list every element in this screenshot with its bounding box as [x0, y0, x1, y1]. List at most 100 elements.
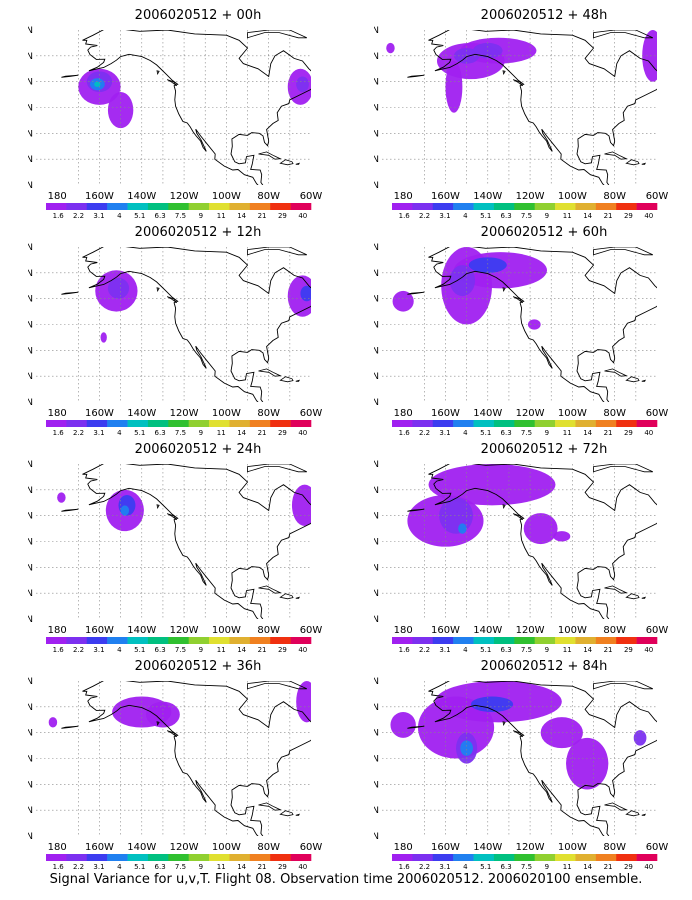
- scale-swatch: [493, 854, 515, 861]
- scale-label: 14: [583, 429, 592, 437]
- scale-swatch: [127, 637, 149, 644]
- scale-label: 1.6: [399, 429, 411, 437]
- scale-label: 2.2: [419, 212, 430, 220]
- variance-map: 70N 60N 50N 40N 30N 20N 10N 180 160W 140W 120W 100W…: [374, 243, 668, 437]
- scale-label: 11: [563, 863, 572, 871]
- latitude-label: 20N: [28, 155, 33, 165]
- scale-swatch: [127, 854, 149, 861]
- scale-label: 5.1: [480, 429, 491, 437]
- scale-label: 3.1: [93, 646, 104, 654]
- scale-swatch: [107, 637, 128, 644]
- scale-swatch: [270, 637, 291, 644]
- scale-label: 5.1: [134, 646, 145, 654]
- scale-swatch: [392, 420, 413, 427]
- scale-label: 21: [604, 212, 613, 220]
- scale-swatch: [107, 854, 128, 861]
- figure-caption: Signal Variance for u,v,T. Flight 08. Ob…: [49, 872, 643, 887]
- latitude-label: 10N: [374, 398, 379, 408]
- scale-label: 2.2: [73, 212, 84, 220]
- scale-label: 11: [217, 863, 226, 871]
- scale-label: 21: [258, 429, 267, 437]
- variance-contour: [523, 513, 558, 545]
- longitude-label: 100W: [558, 625, 587, 636]
- scale-swatch: [188, 637, 210, 644]
- scale-label: 40: [644, 212, 653, 220]
- longitude-label: 80W: [603, 408, 626, 419]
- variance-map: 70N 60N 50N 40N 30N 20N 10N 180 160W 140W 120W 100W…: [28, 677, 322, 871]
- scale-label: 2.2: [419, 646, 430, 654]
- scale-label: 11: [563, 429, 572, 437]
- longitude-label: 100W: [558, 191, 587, 202]
- scale-label: 14: [583, 863, 592, 871]
- latitude-label: 70N: [374, 460, 379, 470]
- scale-label: 11: [217, 429, 226, 437]
- scale-swatch: [127, 203, 149, 210]
- latitude-label: 20N: [28, 806, 33, 816]
- scale-label: 1.6: [399, 646, 411, 654]
- scale-swatch: [595, 854, 617, 861]
- scale-swatch: [270, 420, 291, 427]
- scale-swatch: [66, 420, 88, 427]
- latitude-label: 60N: [374, 703, 379, 713]
- scale-swatch: [86, 854, 108, 861]
- longitude-label: 100W: [212, 191, 241, 202]
- scale-label: 4: [117, 429, 122, 437]
- latitude-label: 30N: [374, 346, 379, 356]
- scale-swatch: [636, 420, 658, 427]
- scale-swatch: [534, 637, 556, 644]
- scale-swatch: [392, 203, 413, 210]
- scale-label: 6.3: [501, 429, 512, 437]
- scale-swatch: [147, 203, 169, 210]
- longitude-label: 120W: [516, 191, 545, 202]
- scale-swatch: [66, 854, 88, 861]
- variance-contour: [94, 81, 101, 87]
- latitude-label: 10N: [28, 181, 33, 191]
- panel-title: 2006020512 + 72h: [480, 442, 608, 457]
- variance-map: 70N 60N 50N 40N 30N 20N 10N 180 160W 140W 120W 100W…: [374, 460, 668, 654]
- longitude-label: 160W: [85, 625, 114, 636]
- longitude-label: 100W: [212, 625, 241, 636]
- scale-label: 7.5: [175, 646, 186, 654]
- map-panel: 2006020512 + 00h 70N 60N 50N 40N 30N 20N 10N 180…: [28, 8, 368, 223]
- scale-swatch: [453, 854, 474, 861]
- scale-label: 2.2: [73, 429, 84, 437]
- latitude-label: 20N: [374, 806, 379, 816]
- scale-swatch: [168, 420, 189, 427]
- variance-contour: [386, 42, 395, 54]
- scale-swatch: [534, 854, 556, 861]
- variance-contour: [146, 701, 180, 728]
- latitude-label: 10N: [374, 615, 379, 625]
- latitude-label: 20N: [374, 372, 379, 382]
- longitude-label: 60W: [300, 408, 323, 419]
- scale-swatch: [555, 854, 576, 861]
- longitude-label: 80W: [257, 408, 280, 419]
- scale-swatch: [514, 854, 535, 861]
- scale-label: 7.5: [521, 429, 532, 437]
- longitude-label: 80W: [603, 191, 626, 202]
- scale-label: 1.6: [399, 212, 411, 220]
- latitude-label: 10N: [374, 181, 379, 191]
- longitude-label: 100W: [558, 408, 587, 419]
- scale-label: 9: [545, 863, 549, 871]
- scale-label: 21: [258, 646, 267, 654]
- scale-swatch: [616, 203, 637, 210]
- map-panel: 2006020512 + 60h 70N 60N 50N 40N 30N 20N 10N 180…: [374, 225, 692, 440]
- scale-label: 6.3: [501, 863, 512, 871]
- latitude-label: 50N: [374, 295, 379, 305]
- longitude-label: 160W: [431, 408, 460, 419]
- scale-label: 40: [644, 646, 653, 654]
- scale-swatch: [290, 637, 312, 644]
- map-panel: 2006020512 + 72h 70N 60N 50N 40N 30N 20N 10N 180…: [374, 442, 692, 657]
- scale-swatch: [473, 420, 495, 427]
- scale-swatch: [555, 203, 576, 210]
- panel-title: 2006020512 + 36h: [134, 659, 262, 674]
- latitude-label: 30N: [28, 346, 33, 356]
- scale-label: 40: [644, 863, 653, 871]
- scale-swatch: [432, 203, 454, 210]
- coastline: [428, 247, 657, 402]
- coastline: [82, 30, 311, 185]
- panel-title: 2006020512 + 24h: [134, 442, 262, 457]
- latitude-label: 70N: [28, 243, 33, 253]
- scale-label: 14: [583, 646, 592, 654]
- scale-swatch: [168, 637, 189, 644]
